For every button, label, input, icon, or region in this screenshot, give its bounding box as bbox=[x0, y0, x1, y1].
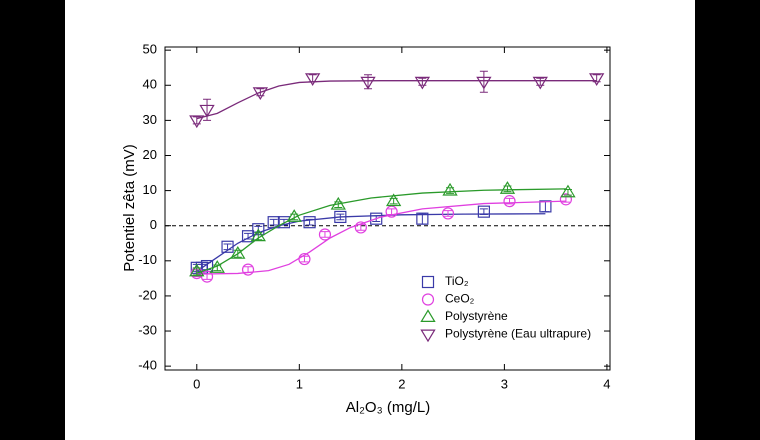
error-bar bbox=[305, 218, 314, 226]
error-bar bbox=[443, 210, 452, 217]
y-tick-label: -30 bbox=[138, 322, 157, 337]
y-axis-label: Potentiel zêta (mV) bbox=[121, 144, 138, 272]
y-tick-label: 50 bbox=[143, 42, 157, 57]
y-tick-label: -10 bbox=[138, 252, 157, 267]
y-tick-label: 40 bbox=[143, 77, 157, 92]
error-bar bbox=[387, 208, 396, 215]
data-point bbox=[385, 193, 402, 207]
error-bar bbox=[592, 74, 601, 83]
data-point bbox=[354, 221, 367, 234]
data-point bbox=[200, 270, 214, 283]
error-bar bbox=[505, 197, 514, 205]
y-tick-label: -40 bbox=[138, 358, 157, 373]
data-point bbox=[416, 212, 429, 225]
data-point bbox=[298, 252, 311, 266]
error-bar bbox=[300, 255, 309, 263]
data-point bbox=[442, 182, 458, 196]
data-point bbox=[360, 76, 376, 90]
error-bar bbox=[254, 232, 263, 241]
data-point bbox=[241, 263, 255, 276]
data-point bbox=[252, 87, 269, 101]
y-tick-label: 20 bbox=[143, 147, 157, 162]
data-point bbox=[559, 193, 573, 206]
data-point bbox=[330, 196, 346, 210]
data-point bbox=[477, 205, 490, 218]
data-point bbox=[199, 104, 215, 118]
data-point bbox=[476, 76, 492, 90]
legend-label: Polystyrène (Eau ultrapure) bbox=[445, 327, 591, 341]
error-bar bbox=[244, 232, 253, 240]
data-point bbox=[303, 216, 316, 229]
legend-label: Polystyrène bbox=[445, 309, 508, 323]
data-point bbox=[532, 76, 548, 90]
y-tick-label: 30 bbox=[143, 112, 157, 127]
data-point bbox=[250, 228, 266, 242]
data-point bbox=[334, 210, 347, 224]
x-tick-label: 1 bbox=[296, 376, 303, 391]
x-tick-label: 2 bbox=[398, 376, 405, 391]
error-bar bbox=[223, 243, 232, 251]
error-bar bbox=[336, 213, 345, 221]
error-bar bbox=[308, 74, 317, 83]
error-bar bbox=[233, 249, 242, 258]
error-bar bbox=[479, 208, 488, 215]
error-bar bbox=[536, 77, 545, 86]
error-bar bbox=[244, 266, 253, 273]
legend-marker bbox=[420, 329, 436, 343]
error-bar bbox=[192, 267, 201, 276]
data-point bbox=[370, 212, 383, 225]
legend-label: TiO₂ bbox=[445, 274, 469, 288]
data-point bbox=[209, 260, 225, 273]
data-point bbox=[241, 230, 255, 243]
x-axis-label: Al₂O₃ (mg/L) bbox=[346, 399, 430, 416]
data-point bbox=[560, 184, 576, 198]
data-point bbox=[277, 216, 291, 229]
data-point bbox=[503, 195, 516, 208]
data-point bbox=[230, 246, 246, 259]
x-tick-label: 0 bbox=[193, 376, 200, 391]
data-point bbox=[189, 263, 205, 277]
legend-marker bbox=[421, 275, 435, 289]
data-point bbox=[318, 228, 332, 241]
data-point bbox=[304, 73, 321, 87]
data-point bbox=[267, 216, 280, 229]
data-point bbox=[441, 207, 455, 220]
data-point bbox=[414, 76, 431, 90]
legend-label: CeO₂ bbox=[445, 292, 475, 306]
data-point bbox=[221, 240, 234, 253]
y-tick-label: -20 bbox=[138, 287, 157, 302]
data-point bbox=[189, 115, 205, 129]
error-bar bbox=[192, 116, 201, 125]
data-point bbox=[589, 73, 605, 87]
plot-frame bbox=[164, 46, 611, 371]
y-tick-label: 0 bbox=[150, 217, 157, 232]
data-point bbox=[286, 209, 302, 222]
x-tick-label: 3 bbox=[501, 376, 508, 391]
error-bar bbox=[256, 88, 265, 97]
legend-marker bbox=[421, 293, 435, 306]
fit-line bbox=[196, 200, 566, 275]
data-point bbox=[499, 181, 516, 194]
data-point bbox=[385, 205, 398, 218]
canvas bbox=[65, 0, 695, 440]
error-bar bbox=[418, 77, 427, 86]
data-point bbox=[539, 200, 552, 213]
error-bar bbox=[320, 231, 329, 238]
error-bar bbox=[269, 218, 278, 226]
x-tick-label: 4 bbox=[603, 376, 610, 391]
y-tick-label: 10 bbox=[143, 182, 157, 197]
legend-marker bbox=[420, 309, 436, 322]
error-bar bbox=[203, 273, 212, 280]
error-bar bbox=[356, 224, 365, 231]
